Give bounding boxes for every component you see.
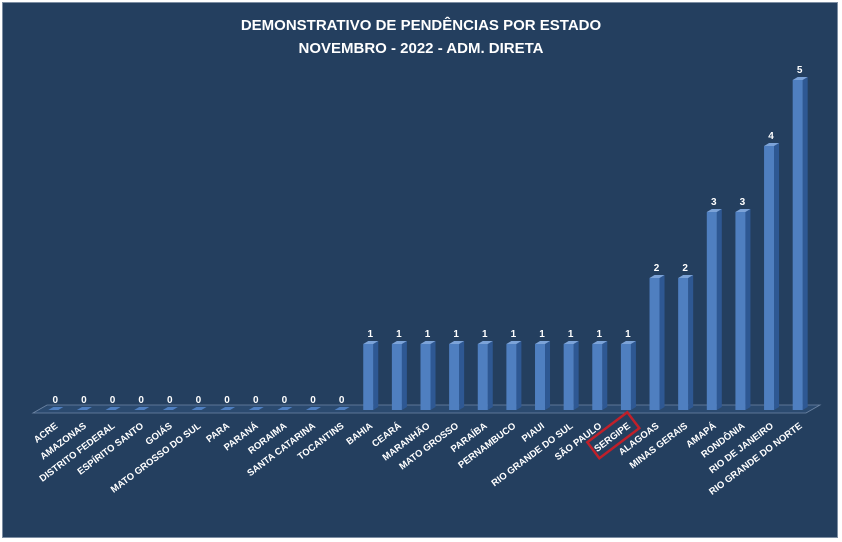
bar-side xyxy=(716,209,722,410)
bar-side xyxy=(745,209,751,410)
bar xyxy=(678,278,689,410)
bar-group: 1 BAHIA xyxy=(344,329,379,448)
bar-top xyxy=(449,341,465,344)
bar xyxy=(420,344,431,410)
bar xyxy=(620,344,631,410)
bar-side xyxy=(545,341,551,410)
chart-subtitle: NOVEMBRO - 2022 - ADM. DIRETA xyxy=(298,40,543,57)
data-label: 4 xyxy=(768,131,774,142)
bar-top xyxy=(477,341,493,344)
bar xyxy=(220,407,236,410)
bar xyxy=(477,344,488,410)
data-label: 1 xyxy=(511,329,517,340)
bar-top xyxy=(706,209,722,212)
data-label: 0 xyxy=(53,395,59,406)
bar-top xyxy=(535,341,551,344)
data-label: 0 xyxy=(310,395,316,406)
bar-top xyxy=(420,341,436,344)
bar xyxy=(391,344,402,410)
bar-top xyxy=(506,341,522,344)
data-label: 0 xyxy=(224,395,230,406)
data-label: 2 xyxy=(682,263,688,274)
bar xyxy=(563,344,574,410)
bar-top xyxy=(592,341,608,344)
data-label: 5 xyxy=(797,65,803,76)
bar xyxy=(76,407,92,410)
data-label: 1 xyxy=(482,329,488,340)
bar xyxy=(248,407,264,410)
bar-side xyxy=(487,341,493,410)
bar xyxy=(134,407,150,410)
bar-top xyxy=(678,275,694,278)
bar xyxy=(764,146,775,410)
bar xyxy=(162,407,178,410)
bar-top xyxy=(735,209,751,212)
bar xyxy=(48,407,64,410)
bar xyxy=(506,344,517,410)
bar-chart: DEMONSTRATIVO DE PENDÊNCIAS POR ESTADO N… xyxy=(31,16,822,498)
bar xyxy=(277,407,293,410)
bar xyxy=(334,407,350,410)
bar-side xyxy=(459,341,465,410)
bar-side xyxy=(602,341,608,410)
data-label: 1 xyxy=(625,329,631,340)
data-label: 0 xyxy=(110,395,116,406)
data-label: 2 xyxy=(654,263,660,274)
bar-top xyxy=(792,77,808,80)
bar-top xyxy=(620,341,636,344)
bar xyxy=(363,344,374,410)
data-label: 0 xyxy=(196,395,202,406)
bar xyxy=(649,278,660,410)
bar xyxy=(449,344,460,410)
data-label: 1 xyxy=(596,329,602,340)
bar xyxy=(191,407,207,410)
highlight-box xyxy=(585,410,642,461)
bar xyxy=(735,212,746,410)
bar xyxy=(535,344,546,410)
bar-side xyxy=(802,77,808,410)
bar-top xyxy=(649,275,665,278)
bar xyxy=(305,407,321,410)
bar-top xyxy=(563,341,579,344)
bar-side xyxy=(630,341,636,410)
data-label: 1 xyxy=(453,329,459,340)
bar-side xyxy=(516,341,522,410)
data-label: 0 xyxy=(282,395,288,406)
data-label: 0 xyxy=(339,395,345,406)
bar xyxy=(105,407,121,410)
data-label: 3 xyxy=(711,197,717,208)
bar-side xyxy=(774,143,780,410)
data-label: 0 xyxy=(81,395,87,406)
data-label: 1 xyxy=(367,329,373,340)
data-label: 3 xyxy=(740,197,746,208)
bar-side xyxy=(373,341,379,410)
bar-side xyxy=(430,341,436,410)
data-label: 0 xyxy=(253,395,259,406)
x-tick-label: BAHIA xyxy=(344,421,375,448)
bar xyxy=(706,212,717,410)
chart-title: DEMONSTRATIVO DE PENDÊNCIAS POR ESTADO xyxy=(241,16,602,34)
data-label: 0 xyxy=(167,395,173,406)
bar-side xyxy=(401,341,407,410)
data-label: 0 xyxy=(138,395,144,406)
bar-side xyxy=(688,275,694,410)
data-label: 1 xyxy=(425,329,431,340)
bar-top xyxy=(764,143,780,146)
bar-top xyxy=(363,341,379,344)
data-label: 1 xyxy=(539,329,545,340)
bar xyxy=(792,80,803,410)
data-label: 1 xyxy=(568,329,574,340)
bar-side xyxy=(573,341,579,410)
data-label: 1 xyxy=(396,329,402,340)
bar-top xyxy=(391,341,407,344)
bar-side xyxy=(659,275,665,410)
bar xyxy=(592,344,603,410)
